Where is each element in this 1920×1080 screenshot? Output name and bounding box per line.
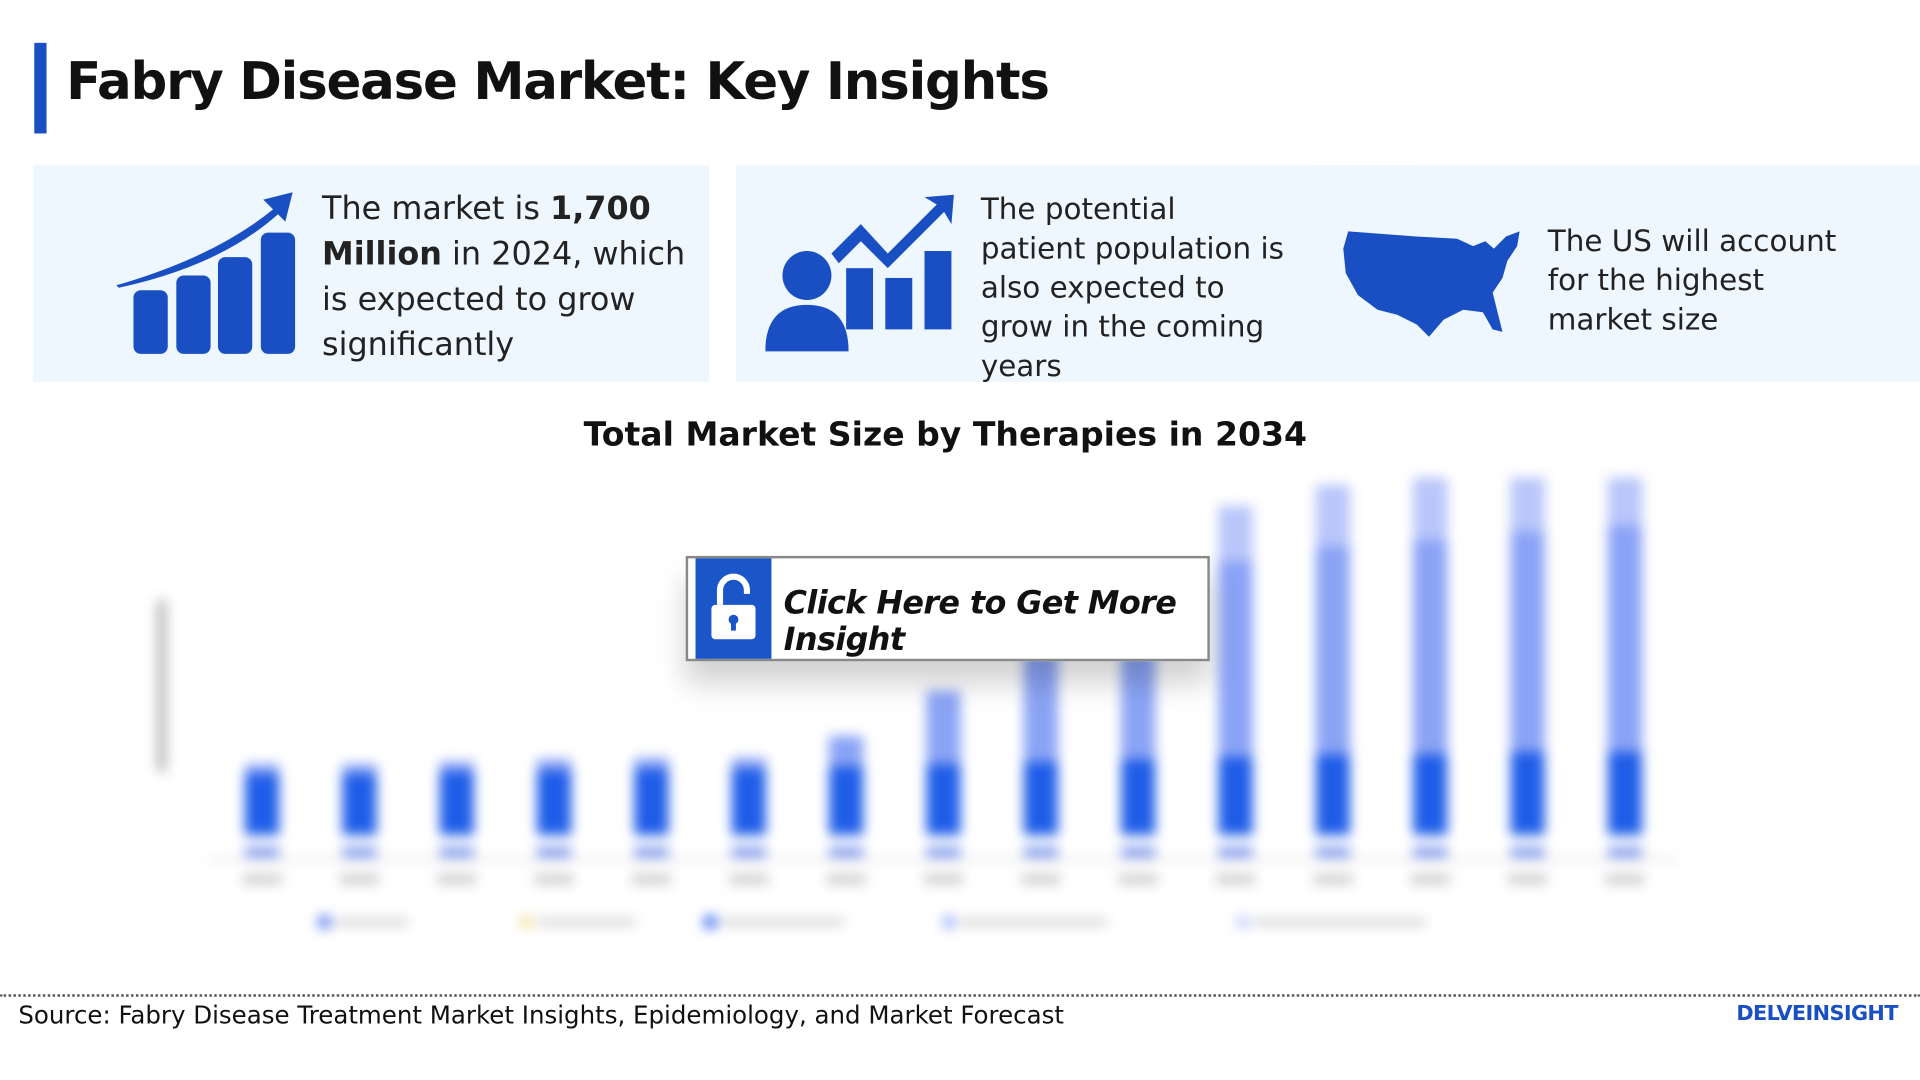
bar-segment-series-0 [1607,751,1643,836]
x-tick-label [1215,874,1256,885]
bar-segment-series-2 [1315,484,1351,547]
legend-label [721,918,844,926]
bar-segment-series-1 [342,764,377,774]
x-tick-label [242,874,282,885]
bar-segment-series-0 [634,768,669,836]
legend-swatch [1236,915,1249,929]
insight-card-us: The US will account for the highest mark… [1316,165,1920,383]
bar-base-segment [342,847,377,858]
legend-swatch [704,915,717,929]
x-tick-label [631,874,672,885]
bar-segment-series-0 [439,771,474,836]
bar-segment-series-2 [1607,477,1643,526]
x-tick-label [339,874,379,885]
bar-base-segment [1607,847,1643,858]
bar-segment-series-0 [1315,754,1351,836]
bar-segment-series-1 [1607,525,1643,752]
bar-segment-series-0 [244,773,280,836]
bar-base-segment [1413,847,1448,858]
bar-segment-series-1 [1218,560,1253,757]
bar-segment-series-0 [1510,751,1545,836]
bar-segment-series-1 [244,764,280,774]
x-tick-label [1410,874,1450,885]
bar-segment-series-1 [731,757,766,769]
stacked-bar-chart [156,477,1678,929]
x-tick-label [1605,874,1645,885]
legend-label [335,918,409,926]
bar-base-segment [634,847,669,858]
bar-base-segment [828,847,864,858]
bar-segment-series-0 [1413,754,1448,836]
bar-growth-icon [116,192,296,354]
bar-base-segment [1218,847,1253,858]
chart-title: Total Market Size by Therapies in 2034 [583,416,1308,455]
footer-divider [0,994,1920,997]
market-unit: Million [322,236,442,274]
bar-segment-series-1 [439,761,474,772]
legend-swatch [520,915,533,929]
us-map-icon [1343,231,1520,337]
x-tick-label [534,874,574,885]
bar-base-segment [1023,847,1058,858]
bar-segment-series-0 [926,764,961,836]
bar-segment-series-1 [634,757,669,769]
x-tick-label [826,874,866,885]
patient-growth-icon [765,194,954,352]
legend-label [537,918,636,926]
x-tick-label [1507,874,1548,885]
x-tick-label [437,874,477,885]
bar-base-segment [536,847,572,858]
page-title: Fabry Disease Market: Key Insights [66,51,1050,112]
patients-text: The potential patient population is also… [980,192,1284,384]
bar-segment-series-1 [1413,540,1448,755]
bar-segment-series-0 [1023,761,1058,836]
legend-swatch [942,915,956,929]
x-tick-label [923,874,964,885]
title-accent-bar [34,42,47,134]
bar-segment-series-0 [536,770,572,836]
insight-card-patients: The potential patient population is also… [735,165,1412,383]
bar-segment-series-2 [1413,477,1448,541]
lock-box [695,558,772,659]
legend-label [960,918,1107,926]
bar-segment-series-1 [1315,546,1351,755]
market-text-pre: The market is [322,191,551,228]
unlock-icon [711,573,756,640]
insight-card-market: The market is 1,700 Million in 2024, whi… [33,165,709,383]
legend-label [1253,918,1426,926]
bar-segment-series-0 [1121,759,1156,836]
bar-base-segment [1510,847,1545,858]
bar-base-segment [439,847,474,858]
bar-segment-series-0 [1218,756,1253,836]
x-tick-label [729,874,769,885]
bar-segment-series-2 [1510,477,1545,532]
bar-base-segment [1315,847,1351,858]
market-text-post: in 2024, which is expected to grow signi… [322,236,686,364]
bar-segment-series-1 [1510,531,1545,752]
bar-base-segment [926,847,961,858]
source-text: Source: Fabry Disease Treatment Market I… [18,1000,1064,1030]
bar-base-segment [1121,847,1156,858]
legend-swatch [318,915,331,929]
logo-text: DELVEINSIGHT [1736,1001,1898,1027]
x-tick-label [1118,874,1158,885]
us-text: The US will account for the highest mark… [1547,224,1837,337]
y-axis-label [156,600,167,772]
bar-segment-series-1 [536,759,572,771]
x-tick-label [1021,874,1061,885]
market-value: 1,700 [550,191,651,228]
get-more-insight-button[interactable]: Click Here to Get More Insight [685,555,1210,662]
bar-segment-series-0 [828,766,864,836]
bar-base-segment [244,847,280,858]
x-tick-label [1313,874,1353,885]
cta-label: Click Here to Get More Insight [783,585,1177,659]
bar-base-segment [731,847,766,858]
bar-segment-series-1 [828,735,864,767]
bar-segment-series-0 [342,773,377,836]
bar-segment-series-2 [1218,505,1253,561]
bar-segment-series-0 [731,768,766,836]
bar-segment-series-1 [926,690,961,765]
delveinsight-logo: DELVEINSIGHT [1736,1002,1898,1026]
